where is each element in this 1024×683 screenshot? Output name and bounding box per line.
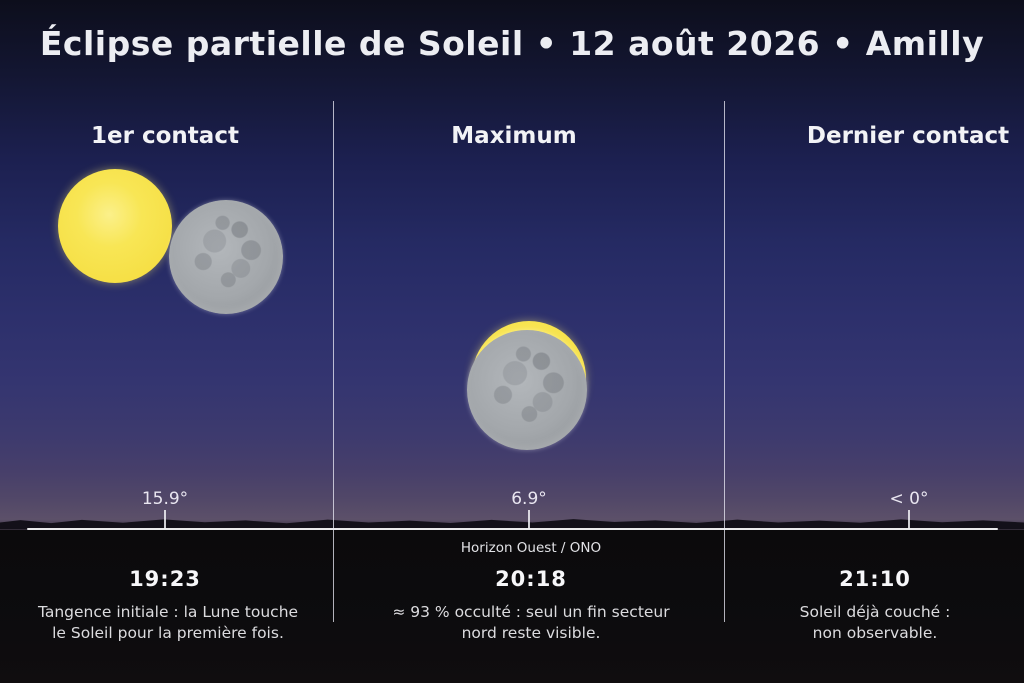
column-divider-1 [333, 101, 334, 622]
column-divider-2 [724, 101, 725, 622]
description-first-contact-line1: Tangence initiale : la Lune touche [37, 603, 299, 621]
header-first-contact: 1er contact [91, 123, 239, 149]
time-last-contact: 21:10 [839, 567, 911, 591]
moon-disc-maximum [467, 330, 587, 450]
header-last-contact: Dernier contact [806, 123, 1010, 149]
header-maximum: Maximum [451, 123, 577, 149]
ground-dark-area [0, 530, 1024, 683]
horizon-direction-label: Horizon Ouest / ONO [460, 540, 602, 556]
altitude-tick-first-contact [164, 510, 166, 529]
time-first-contact: 19:23 [129, 567, 201, 591]
sun-disc-first-contact [58, 169, 172, 283]
page-title: Éclipse partielle de Soleil • 12 août 20… [39, 24, 985, 63]
altitude-maximum: 6.9° [511, 489, 547, 509]
altitude-tick-maximum [528, 510, 530, 529]
horizon-treeline-silhouette [0, 519, 1024, 529]
description-last-contact-line1: Soleil déjà couché : [799, 603, 951, 621]
altitude-last-contact: < 0° [889, 489, 929, 509]
description-last-contact-line2: non observable. [812, 624, 938, 642]
description-first-contact-line2: le Soleil pour la première fois. [52, 624, 284, 642]
horizon-line [27, 528, 998, 530]
altitude-first-contact: 15.9° [141, 489, 189, 509]
altitude-tick-last-contact [908, 510, 910, 529]
moon-disc-first-contact [169, 200, 283, 314]
time-maximum: 20:18 [495, 567, 567, 591]
description-maximum-line2: nord reste visible. [461, 624, 601, 642]
description-maximum-line1: ≈ 93 % occulté : seul un fin secteur [392, 603, 670, 621]
